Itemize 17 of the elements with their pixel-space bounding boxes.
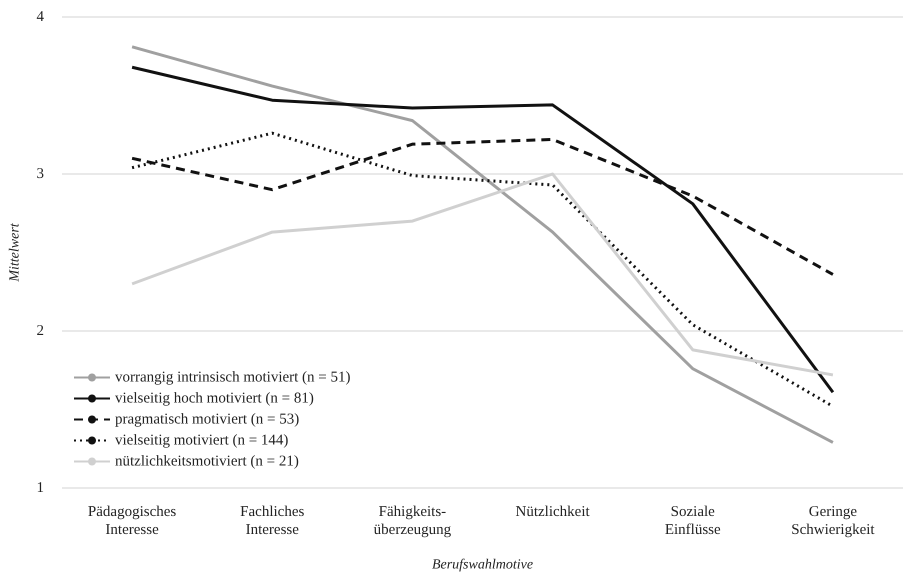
y-tick-label: 3	[36, 166, 44, 182]
x-axis-title: Berufswahlmotive	[432, 558, 534, 572]
x-tick-label: Geringe Schwierigkeit	[791, 504, 876, 538]
legend-label: nützlichkeitsmotiviert (n = 21)	[115, 454, 299, 470]
legend-label: vielseitig hoch motiviert (n = 81)	[115, 390, 314, 406]
y-axis-title: Mittelwert	[8, 222, 22, 283]
legend-label: vorrangig intrinsisch motiviert (n = 51)	[115, 370, 351, 386]
y-tick-label: 4	[36, 9, 44, 25]
x-tick-label: Soziale Einflüsse	[664, 504, 722, 538]
x-tick-label: Nützlichkeit	[516, 504, 590, 520]
x-tick-label: Fähigkeits- überzeugung	[374, 504, 452, 538]
x-tick-label: Fachliches Interesse	[240, 504, 304, 538]
legend-label: vielseitig motiviert (n = 144)	[115, 432, 288, 448]
y-tick-label: 2	[36, 323, 44, 339]
legend-label: pragmatisch motiviert (n = 53)	[115, 412, 300, 428]
x-tick-label: Pädagogisches Interesse	[88, 504, 176, 538]
y-tick-label: 1	[36, 480, 44, 496]
